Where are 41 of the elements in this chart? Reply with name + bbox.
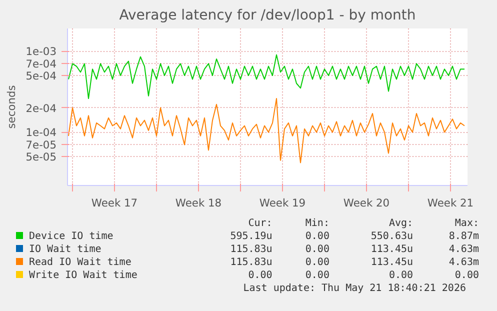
x-tick-label: Week 20 <box>343 196 390 210</box>
y-tick-label: 1e-04 <box>26 126 57 140</box>
text: 0.00 <box>304 243 330 256</box>
text: Max: <box>454 217 480 230</box>
x-tick-label: Week 21 <box>427 196 474 210</box>
x-tick-label: Week 19 <box>259 196 306 210</box>
legend-label: Read IO Wait time <box>28 256 132 269</box>
text: 550.63u <box>370 230 414 243</box>
line-series <box>68 98 465 164</box>
text: Avg: <box>388 217 414 230</box>
y-axis-title: seconds <box>4 84 18 129</box>
text: 0.00 <box>304 256 330 269</box>
y-tick-label: 5e-04 <box>26 70 57 83</box>
x-tick-label: Week 17 <box>91 196 138 210</box>
chart-title: Average latency for /dev/loop1 - by month <box>119 8 416 24</box>
y-tick-label: 7e-04 <box>26 58 57 71</box>
y-tick-label: 7e-05 <box>26 138 57 152</box>
legend-label: Device IO time <box>28 230 114 243</box>
legend-label: Write IO Wait time <box>28 269 138 282</box>
y-tick-label: 2e-04 <box>26 102 57 115</box>
x-tick-label: Week 18 <box>175 196 222 210</box>
text: 115.83u <box>229 243 274 256</box>
text: 8.87m <box>448 230 480 243</box>
legend-label: IO Wait time <box>28 243 102 256</box>
text: 595.19u <box>229 230 274 243</box>
text: Cur: <box>247 217 274 230</box>
text: 4.63m <box>448 243 480 256</box>
text: 0.00 <box>454 269 480 282</box>
text: Last update: Thu May 21 18:40:21 2026 <box>242 282 467 296</box>
text: 0.00 <box>304 230 330 243</box>
text: 115.83u <box>229 256 274 269</box>
y-tick-label: 5e-05 <box>26 150 57 164</box>
line-series <box>68 54 465 100</box>
text: Min: <box>304 217 330 230</box>
text: 0.00 <box>247 269 274 282</box>
text: 113.45u <box>370 243 414 256</box>
text: 0.00 <box>304 269 330 282</box>
text: 0.00 <box>388 269 414 282</box>
text: 4.63m <box>448 256 480 269</box>
text: 113.45u <box>370 256 414 269</box>
y-tick-label: 1e-03 <box>26 45 57 58</box>
